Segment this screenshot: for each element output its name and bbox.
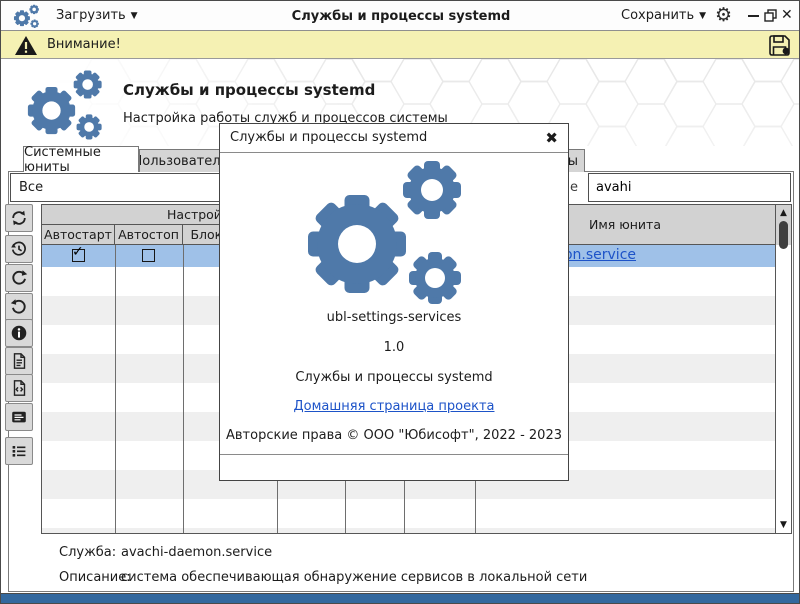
list-icon (12, 446, 26, 457)
redo-icon (12, 270, 28, 285)
scroll-down-icon[interactable]: ▼ (780, 520, 787, 530)
about-summary: Службы и процессы systemd (295, 370, 493, 385)
history-restore-button[interactable] (5, 235, 33, 263)
undo-button[interactable] (5, 293, 33, 321)
autostop-checkbox[interactable] (142, 249, 155, 262)
settings-gear-icon[interactable]: ⚙ (715, 4, 733, 26)
file-code-icon (13, 380, 26, 396)
about-gears-logo (302, 158, 468, 309)
load-button-label: Загрузить (56, 8, 126, 23)
bottom-accent-bar (1, 593, 799, 603)
tab-system-units[interactable]: Системные юниты (23, 144, 139, 175)
dropdown-arrow-icon: ▼ (130, 11, 138, 21)
header-gears-logo (25, 69, 105, 142)
close-icon[interactable]: ✕ (781, 7, 793, 23)
scrollbar-thumb[interactable] (779, 221, 788, 249)
left-toolbar (5, 204, 35, 504)
grid-line (115, 245, 116, 533)
dialog-close-icon[interactable]: ✖ (545, 129, 558, 147)
info-button[interactable] (5, 319, 33, 347)
about-version: 1.0 (383, 340, 405, 355)
tab-label: Системные юниты (24, 144, 101, 175)
scope-combobox-value: Все (19, 180, 44, 195)
col-label: Имя юнита (588, 217, 662, 232)
info-icon (11, 325, 27, 341)
warning-icon (14, 35, 38, 56)
journal-button[interactable] (5, 403, 33, 431)
dialog-bottom-separator (220, 454, 568, 455)
undo-icon (10, 299, 26, 314)
about-copyright: Авторские права © ООО "Юбисофт", 2022 - … (226, 428, 562, 443)
about-dialog-title: Службы и процессы systemd (230, 130, 428, 145)
col-label: Автостарт (44, 227, 112, 242)
description-value: система обеспечивающая обнаружение серви… (121, 570, 588, 585)
about-dialog: Службы и процессы systemd ✖ ubl-settings… (219, 123, 569, 481)
history-clock-icon (11, 241, 26, 256)
list-units-button[interactable] (5, 437, 33, 465)
about-app-name: ubl-settings-services (326, 310, 462, 325)
view-source-button[interactable] (5, 374, 33, 402)
refresh-button[interactable] (5, 204, 33, 232)
service-label: Служба: (59, 545, 117, 560)
redo-button[interactable] (5, 264, 33, 292)
search-input[interactable] (588, 173, 791, 202)
restore-icon[interactable] (764, 9, 777, 22)
refresh-icon (12, 210, 26, 226)
titlebar: Загрузить ▼ Службы и процессы systemd Со… (1, 1, 799, 31)
save-button[interactable]: Сохранить ▼ (621, 8, 706, 23)
window-title: Службы и процессы systemd (291, 9, 511, 24)
autostart-checkbox[interactable]: ✓ (72, 244, 85, 262)
view-file-button[interactable] (5, 347, 33, 375)
save-button-label: Сохранить (621, 8, 695, 23)
homepage-link[interactable]: Домашняя страница проекта (293, 399, 495, 414)
console-icon (12, 411, 26, 423)
table-scrollbar[interactable]: ▲ ▼ (775, 205, 791, 533)
description-label: Описание: (59, 570, 131, 585)
col-header-autostart[interactable]: Автостарт (42, 225, 115, 245)
tab-label: ы (567, 153, 578, 169)
homepage-link-row: Домашняя страница проекта (220, 399, 568, 414)
service-value: avachi-daemon.service (121, 545, 273, 560)
warning-bar: Внимание! (1, 31, 799, 59)
col-header-autostop[interactable]: Автостоп (115, 225, 183, 245)
dropdown-arrow-icon: ▼ (699, 11, 707, 21)
checkbox-checked-icon: ✓ (72, 244, 84, 260)
save-config-icon[interactable] (768, 34, 791, 57)
file-icon (13, 353, 26, 369)
header-title: Службы и процессы systemd (123, 81, 376, 99)
minimize-icon[interactable] (748, 15, 759, 17)
scroll-up-icon[interactable]: ▲ (780, 208, 787, 218)
dialog-title-separator (220, 152, 568, 153)
col-label: Автостоп (118, 227, 179, 242)
load-button[interactable]: Загрузить ▼ (56, 8, 138, 23)
grid-line (183, 245, 184, 533)
warning-message: Внимание! (47, 37, 121, 52)
